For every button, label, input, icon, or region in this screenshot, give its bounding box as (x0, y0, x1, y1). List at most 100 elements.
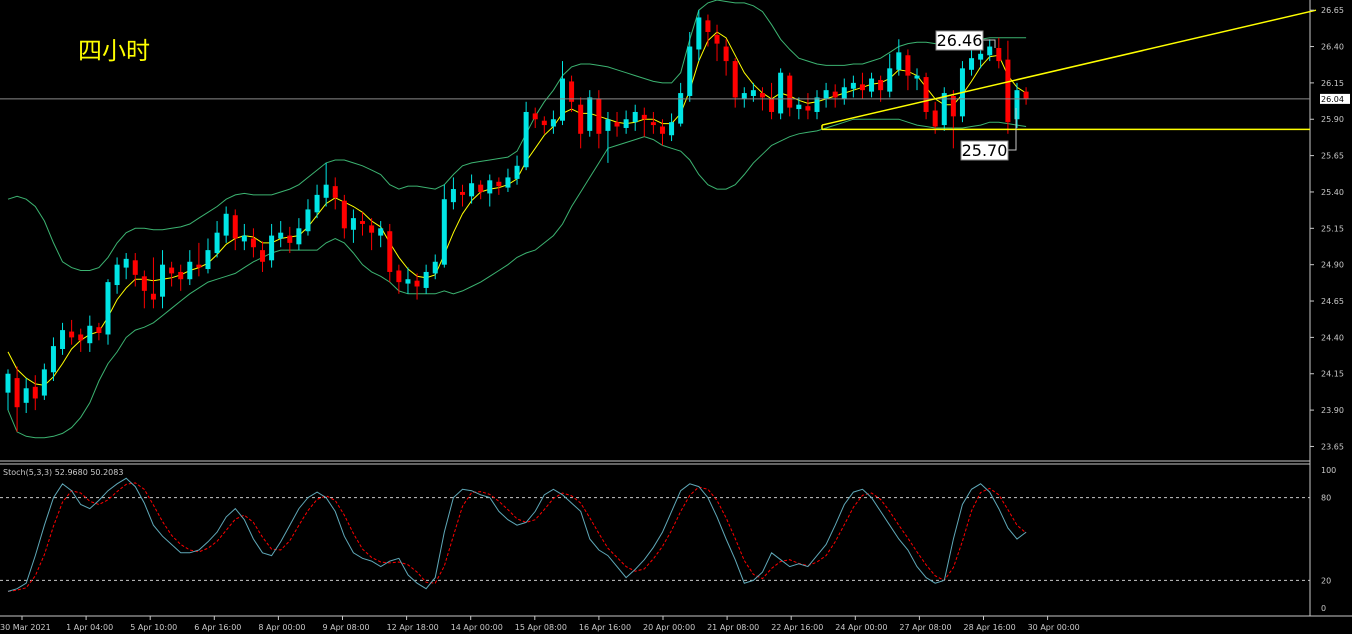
candle-body (905, 55, 911, 76)
main-panel (0, 0, 1310, 461)
candle-body (241, 235, 247, 242)
candle-body (769, 98, 775, 112)
candle-body (978, 53, 984, 60)
price-tick-label: 25.40 (1321, 188, 1344, 197)
candle (669, 113, 675, 142)
time-tick-label: 24 Apr 00:00 (835, 623, 887, 632)
candle-body (314, 194, 320, 213)
time-tick-label: 5 Apr 10:00 (130, 623, 177, 632)
candle-body (305, 209, 311, 232)
candle (14, 366, 20, 432)
candle (896, 39, 902, 76)
candle (260, 241, 266, 272)
candle (214, 221, 220, 258)
candle (5, 369, 11, 411)
candle (1023, 87, 1029, 105)
stoch-tick-label: 80 (1321, 494, 1331, 503)
candle-body (941, 93, 947, 126)
price-tick-label: 24.65 (1321, 297, 1344, 306)
candle-body (923, 77, 929, 112)
candle-body (341, 200, 347, 229)
candle-body (69, 331, 75, 338)
candle (796, 97, 802, 120)
candle-body (23, 388, 29, 403)
candle-body (841, 87, 847, 99)
candle (841, 78, 847, 105)
stochastic-label: Stoch(5,3,3) 52.9680 50.2083 (3, 468, 123, 477)
candle (60, 322, 66, 355)
candle (769, 82, 775, 120)
price-tick-label: 25.65 (1321, 152, 1344, 161)
resistance-connector (983, 39, 996, 48)
candle-body (514, 165, 520, 179)
candle (69, 319, 75, 345)
candle (469, 174, 475, 204)
candle-body (650, 122, 656, 126)
candle (787, 72, 793, 117)
candle (532, 107, 538, 128)
candle-body (696, 17, 702, 50)
candle (705, 14, 711, 47)
time-tick-label: 15 Apr 08:00 (515, 623, 567, 632)
candle (505, 168, 511, 192)
candle-body (896, 52, 902, 70)
bollinger-bands (7, 0, 1027, 439)
candle (269, 223, 275, 268)
candle-body (132, 260, 138, 275)
time-ticks: 30 Mar 2021 1 Apr 04:00 5 Apr 10:00 6 Apr 1… (0, 616, 1080, 632)
candle (132, 253, 138, 287)
candle (305, 199, 311, 236)
candle (723, 39, 729, 76)
candle-body (169, 267, 175, 274)
price-tick-label: 24.90 (1321, 261, 1344, 270)
price-tick-label: 26.40 (1321, 43, 1344, 52)
candle (241, 223, 247, 251)
candle-body (50, 346, 56, 373)
bollinger-upper (7, 0, 1027, 271)
candle-body (414, 280, 420, 287)
candle (941, 87, 947, 131)
candle-body (569, 81, 575, 102)
candle-body (123, 258, 129, 268)
price-tick-label: 26.15 (1321, 79, 1344, 88)
candle (396, 264, 402, 294)
time-tick-label: 16 Apr 16:00 (579, 623, 631, 632)
candle-body (850, 82, 856, 89)
price-tick-label: 25.15 (1321, 224, 1344, 233)
candle (223, 206, 229, 243)
time-tick-label: 1 Apr 04:00 (66, 623, 113, 632)
candle-body (869, 78, 875, 92)
candle-body (32, 386, 38, 399)
candle (778, 68, 784, 120)
candle-body (832, 91, 838, 98)
candle (105, 279, 111, 345)
time-tick-label: 20 Apr 00:00 (643, 623, 695, 632)
candle (250, 228, 256, 258)
candle-body (723, 46, 729, 62)
candle-body (950, 95, 956, 117)
price-tick-label: 23.65 (1321, 442, 1344, 451)
candle (569, 75, 575, 112)
candle-body (969, 58, 975, 70)
stoch-tick-label: 20 (1321, 576, 1331, 585)
candle (278, 221, 284, 248)
candle-body (187, 261, 193, 280)
candle-body (41, 369, 47, 396)
time-tick-label: 30 Mar 2021 (0, 623, 51, 632)
candle-body (796, 104, 802, 110)
candle (369, 218, 375, 251)
candle-body (214, 232, 220, 254)
bollinger-lower (7, 118, 1027, 439)
candle (378, 221, 384, 248)
candle-body (423, 271, 429, 288)
candle-body (705, 20, 711, 32)
candle-body (378, 228, 384, 236)
candle (550, 110, 556, 134)
candle-body (487, 180, 493, 194)
time-tick-label: 30 Apr 00:00 (1028, 623, 1080, 632)
candle-body (369, 225, 375, 233)
candle-body (714, 34, 720, 44)
candle (232, 209, 238, 251)
candle-body (750, 90, 756, 96)
candle (687, 31, 693, 102)
